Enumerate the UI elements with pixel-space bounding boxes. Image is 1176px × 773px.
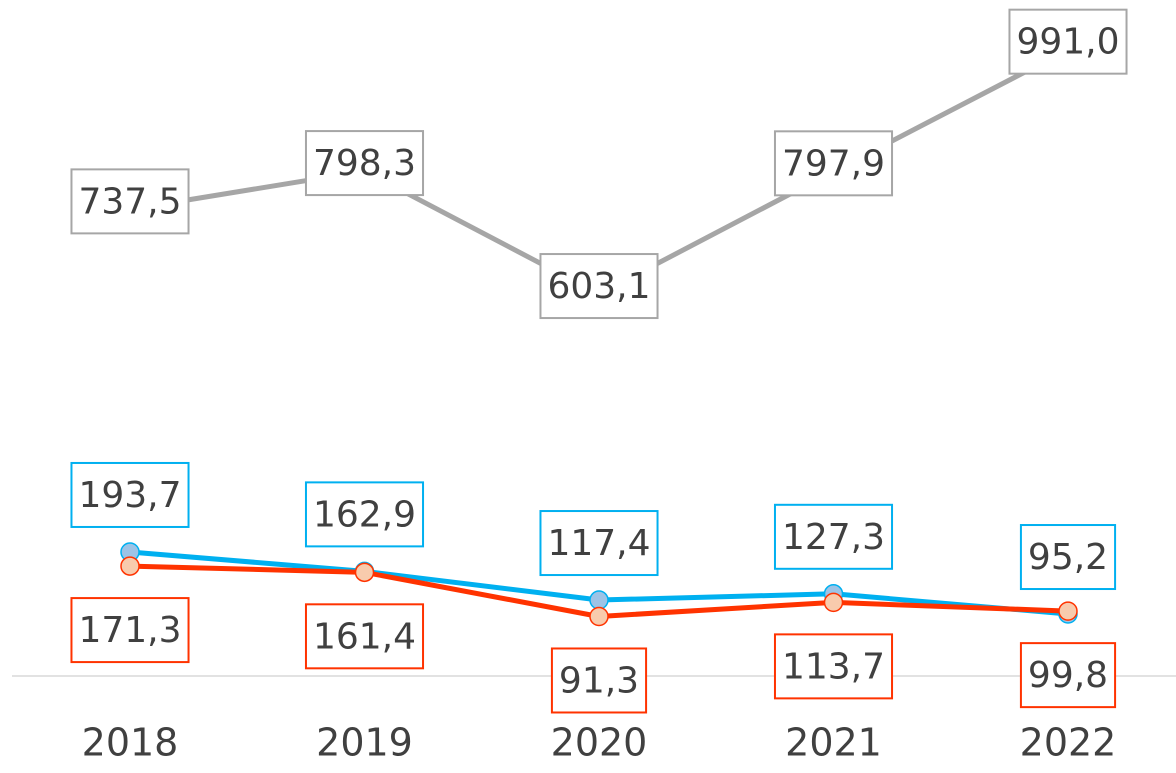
data-label: 99,8 <box>1019 642 1117 709</box>
data-label: 113,7 <box>773 633 894 700</box>
data-label-box <box>1008 8 1128 75</box>
data-label: 991,0 <box>1008 8 1128 75</box>
data-label-box <box>1019 642 1117 709</box>
data-label-text: 127,3 <box>782 517 885 558</box>
data-label-box <box>304 130 425 197</box>
data-label-text: 737,5 <box>78 181 181 222</box>
marker <box>120 556 140 576</box>
data-label-text: 171,3 <box>78 610 181 651</box>
data-label-text: 161,4 <box>313 616 416 657</box>
data-label-box <box>773 130 894 197</box>
data-label: 95,2 <box>1019 524 1117 591</box>
data-label: 91,3 <box>550 647 648 714</box>
data-label: 797,9 <box>773 130 894 197</box>
data-label-box <box>539 510 659 577</box>
data-label-text: 193,7 <box>78 475 181 516</box>
data-label-text: 113,7 <box>782 646 885 687</box>
data-label-box <box>304 603 425 670</box>
data-label-text: 798,3 <box>313 143 416 184</box>
marker <box>823 592 844 613</box>
data-label-text: 95,2 <box>1028 537 1108 578</box>
x-tick-label: 2020 <box>551 721 648 765</box>
x-tick-label: 2019 <box>316 721 413 765</box>
data-label-text: 99,8 <box>1028 655 1108 696</box>
data-label: 161,4 <box>304 603 425 670</box>
marker <box>589 590 609 610</box>
data-label-box <box>1019 524 1117 591</box>
x-tick-label: 2022 <box>1020 721 1117 765</box>
data-label-box <box>773 633 894 700</box>
data-label-text: 91,3 <box>559 660 639 701</box>
data-label: 162,9 <box>304 481 425 548</box>
data-label: 737,5 <box>70 168 190 235</box>
data-label-text: 991,0 <box>1016 22 1119 63</box>
data-label-box <box>70 168 190 235</box>
data-label-box <box>773 503 894 570</box>
data-label-text: 603,1 <box>547 266 650 307</box>
data-label: 171,3 <box>70 597 190 664</box>
marker <box>1058 601 1078 621</box>
data-label-box <box>539 253 659 320</box>
data-label-box <box>70 597 190 664</box>
marker <box>589 606 609 627</box>
data-label: 603,1 <box>539 253 659 320</box>
data-label: 193,7 <box>70 461 190 528</box>
marker <box>354 562 375 583</box>
data-label-box <box>304 481 425 548</box>
data-label-text: 162,9 <box>313 494 416 535</box>
x-tick-label: 2018 <box>82 721 179 765</box>
data-label: 798,3 <box>304 130 425 197</box>
data-label-text: 797,9 <box>782 143 885 184</box>
data-label: 127,3 <box>773 503 894 570</box>
data-label-box <box>550 647 648 714</box>
data-label-box <box>70 461 190 528</box>
x-tick-label: 2021 <box>785 721 882 765</box>
data-label-text: 117,4 <box>547 523 650 564</box>
data-label: 117,4 <box>539 510 659 577</box>
